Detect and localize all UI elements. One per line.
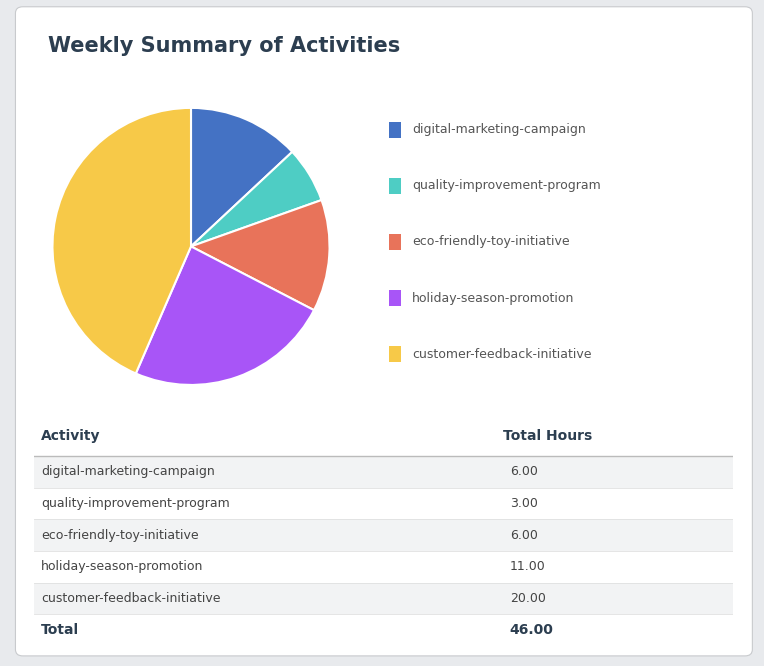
Wedge shape [53,108,191,374]
Text: customer-feedback-initiative: customer-feedback-initiative [41,592,221,605]
Text: 20.00: 20.00 [510,592,545,605]
Text: Total Hours: Total Hours [503,429,592,443]
Bar [34,551,733,583]
Text: quality-improvement-program: quality-improvement-program [41,497,230,510]
Text: digital-marketing-campaign: digital-marketing-campaign [41,465,215,478]
Bar [34,456,733,488]
Text: Activity: Activity [41,429,101,443]
Text: 6.00: 6.00 [510,465,538,478]
Text: 3.00: 3.00 [510,497,538,510]
Text: Total: Total [41,623,79,637]
Bar [389,178,401,194]
Text: digital-marketing-campaign: digital-marketing-campaign [412,123,585,137]
Bar [34,614,733,646]
Text: 6.00: 6.00 [510,529,538,541]
Wedge shape [136,246,314,385]
Text: customer-feedback-initiative: customer-feedback-initiative [412,348,591,360]
Text: 46.00: 46.00 [510,623,554,637]
Bar [389,122,401,138]
Wedge shape [191,108,293,246]
Text: holiday-season-promotion: holiday-season-promotion [41,560,204,573]
Text: 11.00: 11.00 [510,560,545,573]
Bar [389,346,401,362]
Text: eco-friendly-toy-initiative: eco-friendly-toy-initiative [41,529,199,541]
Bar [389,290,401,306]
Text: eco-friendly-toy-initiative: eco-friendly-toy-initiative [412,236,569,248]
Wedge shape [191,200,329,310]
Text: holiday-season-promotion: holiday-season-promotion [412,292,575,304]
Bar [34,519,733,551]
Text: Weekly Summary of Activities: Weekly Summary of Activities [48,36,400,56]
Bar [34,488,733,519]
Bar [389,234,401,250]
Bar [34,583,733,614]
Wedge shape [191,152,322,246]
Text: quality-improvement-program: quality-improvement-program [412,179,601,192]
FancyBboxPatch shape [15,7,753,656]
